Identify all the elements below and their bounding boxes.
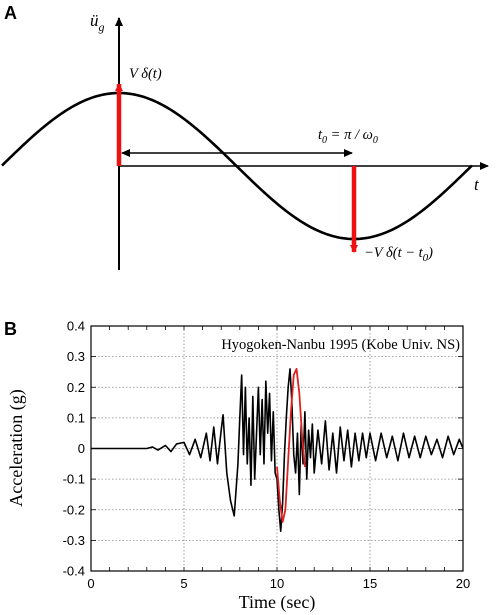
y-tick-label: -0.2 [63,502,85,517]
x-axis-title: Time (sec) [239,592,316,613]
x-tick-label: 15 [363,576,377,591]
y-tick-label: 0.2 [67,380,85,395]
chart-series [91,367,464,532]
panel-a-t0-label: t0 = π / ω0 [318,127,378,146]
x-tick-label: 10 [270,576,284,591]
x-tick-label: 5 [180,576,187,591]
panel-b-label: B [4,319,17,339]
panel-a-label: A [4,3,17,23]
y-tick-label: -0.3 [63,533,85,548]
chart-title: Hyogoken-Nanbu 1995 (Kobe Univ. NS) [221,337,460,353]
y-tick-label: -0.1 [63,472,85,487]
panel-a-x-symbol: t [474,175,480,194]
y-tick-label: 0.3 [67,349,85,364]
y-tick-label: 0.1 [67,410,85,425]
y-axis-title: Acceleration (g) [6,389,27,506]
panel-b: B 0 5 10 15 20-0.4-0.3-0.2-0.100.10.20.30.4 … [4,319,470,614]
panel-a-impulse-down-label: −V δ(t − t0) [364,245,433,264]
panel-a-impulse-up-label: V δ(t) [129,66,162,82]
acceleration-record-line [91,368,464,532]
panel-a-sine-curve [1,91,473,241]
fitted-pulse-line [276,367,306,523]
x-tick-label: 0 [87,576,94,591]
x-tick-label: 20 [456,576,470,591]
panel-a: A üg t t0 = π / ω0 V δ(t) −V δ(t − t0) [1,3,489,270]
y-tick-label: 0 [78,441,85,456]
chart-ticks: 0 5 10 15 20 -0.4 -0.3 -0.2 -0.1 0 0.1 0.2 0.3 0.4 [63,319,471,592]
panel-a-y-symbol: üg [90,11,105,34]
y-tick-label: -0.4 [63,564,85,579]
y-tick-label: 0.4 [67,319,85,334]
chart-frame [90,325,464,572]
